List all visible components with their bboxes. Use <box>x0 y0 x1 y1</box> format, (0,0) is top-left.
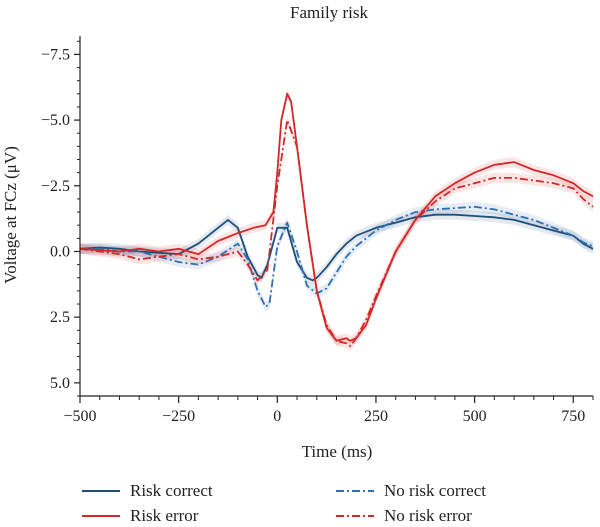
legend: Risk correct No risk correct Risk error … <box>0 476 600 527</box>
x-tick-label: 0 <box>273 408 281 425</box>
x-tick-label: −250 <box>162 408 195 425</box>
y-tick-label: 2.5 <box>50 309 70 326</box>
y-tick-label: −7.5 <box>41 46 70 63</box>
legend-item-risk-error: Risk error <box>82 505 198 527</box>
legend-item-no-risk-error: No risk error <box>336 505 472 527</box>
tick-labels: −7.5 −5.0 −2.5 0.0 2.5 5.0 −500 −250 0 250 500 750 <box>41 46 585 425</box>
legend-swatch-risk-correct <box>82 490 120 492</box>
x-axis-label: Time (ms) <box>302 442 373 461</box>
band-risk-correct <box>80 209 593 286</box>
legend-item-no-risk-correct: No risk correct <box>336 480 486 502</box>
series-line-risk-error <box>79 92 594 342</box>
chart-title: Family risk <box>290 3 368 22</box>
legend-swatch-no-risk-error <box>336 515 374 517</box>
series-lines <box>79 92 594 348</box>
x-tick-label: 750 <box>561 408 585 425</box>
legend-label: Risk error <box>130 506 199 525</box>
x-tick-label: 250 <box>364 408 388 425</box>
confidence-bands <box>80 88 593 352</box>
band-no-risk-error <box>80 115 593 352</box>
y-tick-label: 5.0 <box>50 375 70 392</box>
y-tick-label: −2.5 <box>41 178 70 195</box>
series-line-no-risk-error <box>79 119 594 348</box>
y-tick-label: 0.0 <box>50 243 70 260</box>
y-axis-label: Voltage at FCz (μV) <box>1 146 20 284</box>
legend-label: No risk correct <box>384 481 486 500</box>
x-tick-label: −500 <box>63 408 96 425</box>
legend-label: No risk error <box>384 506 472 525</box>
legend-swatch-risk-error <box>82 515 120 517</box>
legend-item-risk-correct: Risk correct <box>82 480 213 502</box>
legend-label: Risk correct <box>130 481 213 500</box>
legend-swatch-no-risk-correct <box>336 490 374 492</box>
axes <box>74 36 594 403</box>
x-tick-label: 500 <box>463 408 487 425</box>
erp-chart: Family risk −7.5 −5.0 −2.5 0.0 2.5 5.0 −500 −25… <box>1 3 594 461</box>
series-line-risk-correct <box>79 213 594 282</box>
y-tick-label: −5.0 <box>41 112 70 129</box>
